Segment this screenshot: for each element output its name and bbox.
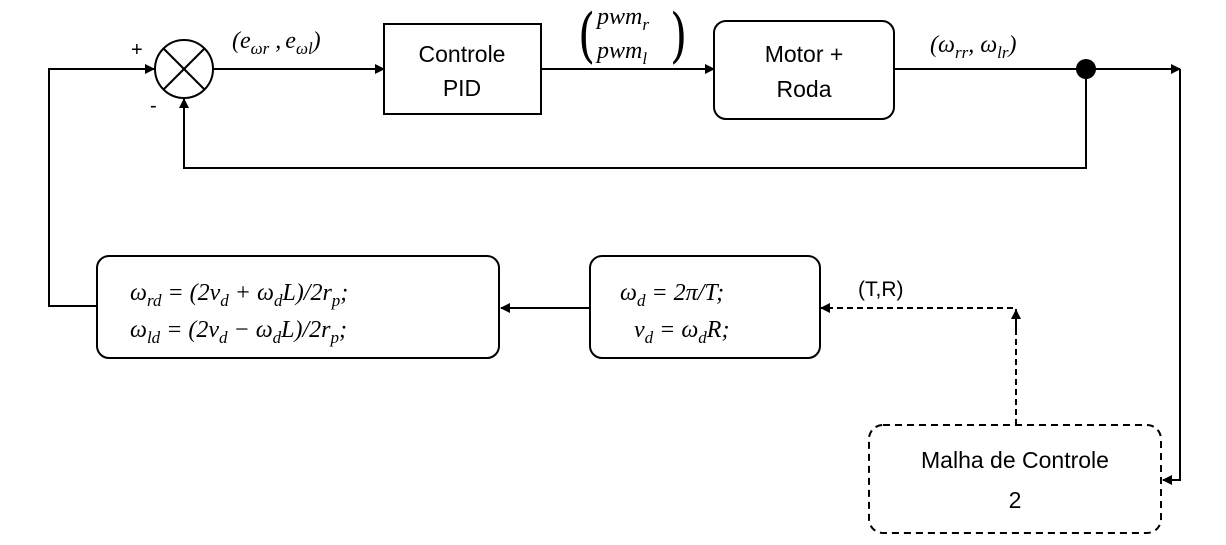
error-signal-label: (eωr , eωl) [232, 28, 321, 58]
omega-signal-label: (ωrr, ωlr) [930, 32, 1016, 62]
motor-block-label-line1: Motor + [765, 41, 844, 67]
summing-minus-sign: - [150, 95, 157, 117]
pwm-close-paren: ) [670, 1, 687, 70]
desired-linear-speed-equation: vd = ωdR; [634, 317, 729, 347]
motor-block-label-line2: Roda [777, 76, 832, 102]
outer-control-loop-block [868, 424, 1162, 534]
pid-block-label-line1: Controle [419, 41, 506, 67]
pwm-open-paren: ( [578, 1, 595, 70]
wheel-speed-equations-block [96, 255, 500, 359]
line-output-to-outer-loop [1162, 69, 1181, 485]
desired-speed-equations-block [589, 255, 821, 359]
outer-loop-label-line2: 2 [1009, 487, 1022, 513]
outer-loop-label-line1: Malha de Controle [921, 447, 1109, 473]
line-wheels-to-sum [48, 64, 155, 307]
summing-junction [154, 39, 214, 99]
motor-wheel-block [713, 20, 895, 120]
tr-signal-label: (T,R) [858, 278, 904, 301]
pid-block-label-line2: PID [443, 75, 481, 101]
pwm-r-label: pwmr [595, 4, 649, 34]
pid-controller-block [383, 23, 542, 115]
line-outer-loop-to-desired [820, 303, 1017, 425]
desired-angular-speed-equation: ωd = 2π/T; [620, 280, 724, 310]
wheel-equation-left: ωld = (2vd − ωdL)/2rp; [130, 317, 347, 347]
pwm-l-label: pwml [595, 38, 647, 68]
line-inner-feedback [179, 69, 1087, 169]
wheel-equation-right: ωrd = (2vd + ωdL)/2rp; [130, 280, 348, 310]
summing-plus-sign: + [131, 39, 143, 61]
